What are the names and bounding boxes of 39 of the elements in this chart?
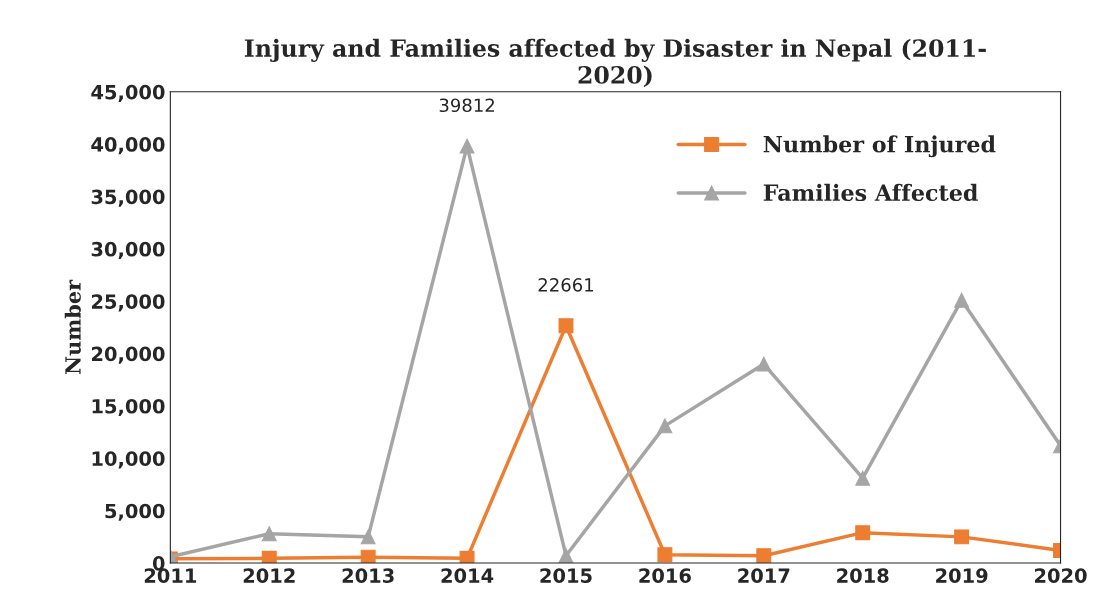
y-tick-label: 10,000 (92, 451, 165, 469)
x-tick-label: 2016 (639, 568, 691, 583)
point (756, 548, 772, 564)
point (261, 550, 277, 564)
point (657, 418, 673, 434)
x-tick-label: 2017 (738, 568, 790, 583)
y-tick-label: 30,000 (91, 241, 165, 260)
y-tick-label: 35,000 (91, 189, 165, 207)
point (459, 138, 475, 154)
y-tick-label: 45,000 (91, 84, 165, 102)
y-tick-label: 5,000 (105, 503, 165, 521)
x-tick-label: 2012 (243, 568, 295, 583)
x-tick-label: 2019 (936, 568, 988, 583)
point (261, 526, 277, 542)
point (657, 547, 673, 563)
x-tick-label: 2015 (540, 568, 592, 583)
point (954, 529, 970, 545)
y-axis-title: Number (64, 279, 81, 375)
y-tick-label: 20,000 (91, 346, 165, 364)
point (756, 356, 772, 372)
legend-label: Families Affected (763, 183, 978, 202)
y-tick-label: 25,000 (91, 294, 165, 312)
x-tick-label: 2013 (342, 568, 394, 583)
point (954, 292, 970, 308)
chart-title: Injury and Families affected by Disaster in Nepal (2011- 2020) (244, 38, 986, 88)
point (558, 318, 574, 334)
y-tick-label: 15,000 (92, 398, 165, 417)
data-label: 39812 (439, 98, 494, 113)
point (360, 549, 376, 564)
x-tick-label: 2018 (837, 568, 889, 583)
data-label: 22661 (538, 278, 594, 292)
legend-label: Number of Injured (763, 135, 996, 158)
x-tick-label: 2014 (441, 568, 494, 583)
point (360, 529, 376, 545)
point (855, 525, 871, 541)
y-tick-label: 40,000 (91, 137, 165, 155)
point (459, 550, 475, 564)
point (855, 470, 871, 486)
x-tick-label: 2020 (1035, 568, 1087, 583)
